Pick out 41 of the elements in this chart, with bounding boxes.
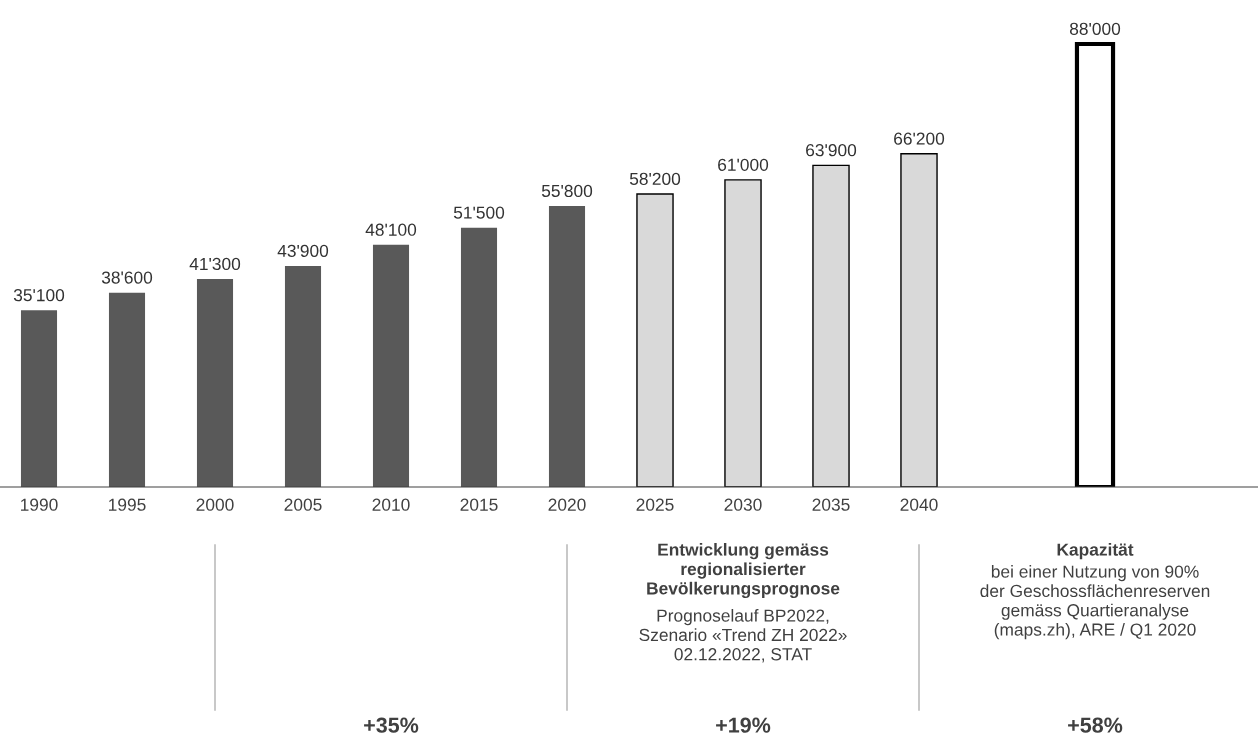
text: Entwicklung gemäss regionalisierter Bevölkerungsprognose [647,543,840,599]
bar [812,164,850,487]
data-label: 48'100 [365,223,417,236]
text: +35% [364,717,419,733]
text: +58% [1068,717,1123,733]
x-tick-label: 2020 [548,498,586,511]
text: Prognoselauf BP2022, Szenario «Trend ZH 2022» 02.12.2022, STAT [639,609,847,663]
text: +19% [716,717,771,733]
x-tick-label: 1995 [109,498,146,511]
x-tick-label: 2040 [900,498,938,511]
x-tick-label: 2010 [372,498,410,511]
data-label: 63'900 [806,144,857,157]
bar [196,279,234,487]
x-tick-label: 2005 [284,498,322,511]
data-label: 58'200 [629,172,681,186]
data-label: 51'500 [453,206,505,219]
data-label: 38'600 [101,271,153,284]
bar [548,206,586,487]
text: bei einer Nutzung von 90% der Geschossflächenreserven gemäss Quartieranalyse (maps.zh), ARE / Q1 2020 [980,565,1210,640]
data-label: 35'100 [13,289,65,302]
bar [724,179,762,487]
x-tick-label: 1990 [21,498,58,511]
data-label: 55'800 [541,184,593,198]
x-tick-label: 2000 [196,498,234,511]
data-label: 61'000 [718,158,769,171]
x-tick-label: 2015 [460,498,498,511]
x-tick-label: 2030 [724,498,762,511]
bar [372,244,410,487]
x-tick-label: 2025 [636,498,674,511]
data-label: 66'200 [894,132,945,145]
bar [460,227,498,487]
bar [108,292,146,487]
text: Kapazität [1057,543,1134,560]
bar [20,310,58,487]
data-label: 41'300 [189,257,241,271]
bar [636,193,674,487]
data-label: 43'900 [277,244,329,258]
data-label: 88'000 [1069,22,1121,36]
bar [900,153,938,487]
bar [284,266,322,487]
x-tick-label: 2035 [812,498,850,511]
